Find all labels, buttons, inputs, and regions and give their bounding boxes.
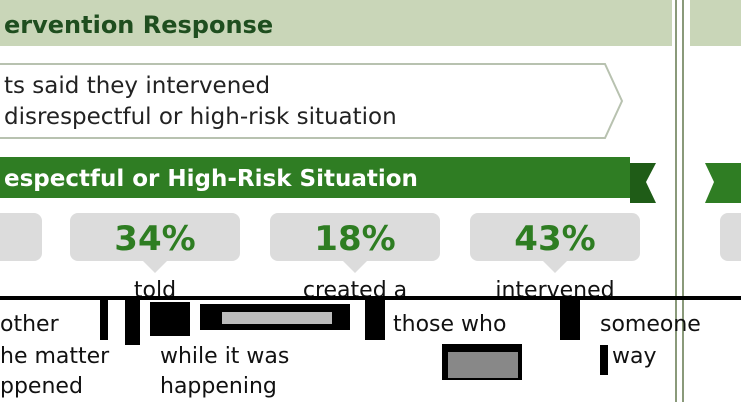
banner-text: espectful or High-Risk Situation: [4, 166, 418, 192]
banner-right: [705, 163, 741, 203]
fragment: happening: [160, 374, 277, 399]
glitch: [222, 312, 332, 324]
callout-line: ts said they intervened: [4, 73, 270, 99]
banner-tail: [630, 163, 656, 203]
stat-pointer: [343, 261, 367, 273]
fragment: other: [0, 312, 60, 337]
stat-value: 34%: [114, 219, 195, 259]
fragment: he matter: [0, 344, 110, 369]
fragment: ppened: [0, 374, 83, 399]
banner: [0, 157, 630, 198]
stat-box: [470, 213, 640, 261]
header-bar-right: [690, 0, 741, 46]
callout-line: disrespectful or high-risk situation: [4, 104, 397, 130]
fragment: way: [612, 344, 657, 369]
fragment: those who: [393, 312, 506, 337]
stat-value: 43%: [514, 219, 595, 259]
glitch: [448, 352, 518, 378]
stat-box: [270, 213, 440, 261]
callout-arrow: [0, 63, 624, 139]
stat-pointer: [143, 261, 167, 273]
header-title: ervention Response: [4, 11, 273, 39]
stat-box: [720, 213, 741, 261]
stat-box: [0, 213, 42, 261]
header-bar: [0, 0, 672, 46]
stat-box: [70, 213, 240, 261]
fragment: someone: [600, 312, 701, 337]
stat-value: 18%: [314, 219, 395, 259]
stat-pointer: [543, 261, 567, 273]
fragment: while it was: [160, 344, 289, 369]
